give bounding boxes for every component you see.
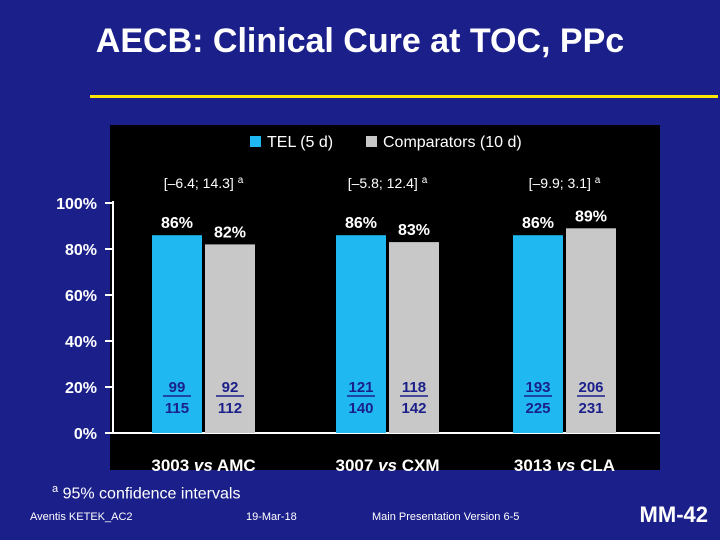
data-label-tel: 86% (161, 215, 193, 232)
confidence-interval-label: [–5.8; 12.4] a (348, 175, 428, 191)
category-label-vs: vs (556, 456, 575, 475)
category-label: 3003 vs AMC (151, 456, 255, 475)
bar-comparators (566, 228, 616, 433)
category-label-vs: vs (194, 456, 213, 475)
y-tick-label: 80% (65, 242, 97, 259)
y-tick-label: 20% (65, 380, 97, 397)
footer-center: Main Presentation Version 6-5 (372, 511, 520, 523)
data-label-comparators: 82% (214, 224, 246, 241)
bar-tel (513, 235, 563, 433)
legend-swatch-comparators (366, 136, 377, 147)
category-label-comparator: CLA (575, 456, 615, 475)
count-numerator-comparators: 206 (578, 379, 603, 396)
category-label-comparator: CXM (397, 456, 440, 475)
count-denominator-comparators: 231 (578, 400, 603, 417)
count-numerator-tel: 99 (169, 379, 186, 396)
legend-label-comparators: Comparators (10 d) (383, 134, 522, 151)
footnote-text: 95% confidence intervals (62, 485, 241, 503)
y-tick-label: 100% (56, 196, 97, 213)
bar-tel (336, 235, 386, 433)
y-tick-label: 60% (65, 288, 97, 305)
footnote-marker: a (52, 483, 59, 495)
bar-tel (152, 235, 202, 433)
bar-comparators (205, 244, 255, 433)
footnote: a 95% confidence intervals (52, 483, 240, 503)
bar-comparators (389, 242, 439, 433)
footer-left: Aventis KETEK_AC2 (30, 511, 133, 523)
category-label-study: 3013 (514, 456, 557, 475)
confidence-interval-value: [–9.9; 3.1] (529, 175, 595, 191)
data-label-tel: 86% (522, 215, 554, 232)
category-label: 3007 vs CXM (336, 456, 440, 475)
count-denominator-tel: 115 (165, 400, 189, 417)
data-label-comparators: 89% (575, 208, 607, 225)
category-label-study: 3003 (151, 456, 194, 475)
legend-swatch-tel (250, 136, 261, 147)
slide-title: AECB: Clinical Cure at TOC, PPc (95, 22, 625, 60)
legend-label-tel: TEL (5 d) (267, 134, 333, 151)
confidence-interval-marker: a (422, 175, 428, 186)
title-rule (90, 95, 718, 98)
confidence-interval-value: [–6.4; 14.3] (164, 175, 238, 191)
count-denominator-tel: 225 (525, 400, 550, 417)
confidence-interval-marker: a (595, 175, 601, 186)
confidence-interval-value: [–5.8; 12.4] (348, 175, 422, 191)
category-label-study: 3007 (336, 456, 379, 475)
count-denominator-tel: 140 (348, 400, 373, 417)
data-label-comparators: 83% (398, 222, 430, 239)
y-tick-label: 0% (74, 426, 97, 443)
count-numerator-comparators: 92 (222, 379, 239, 396)
count-denominator-comparators: 142 (401, 400, 426, 417)
count-denominator-comparators: 112 (218, 400, 242, 417)
data-label-tel: 86% (345, 215, 377, 232)
count-numerator-comparators: 118 (402, 379, 426, 396)
count-numerator-tel: 121 (348, 379, 373, 396)
count-numerator-tel: 193 (525, 379, 550, 396)
confidence-interval-label: [–9.9; 3.1] a (529, 175, 601, 191)
category-label-vs: vs (378, 456, 397, 475)
category-label-comparator: AMC (213, 456, 256, 475)
confidence-interval-label: [–6.4; 14.3] a (164, 175, 244, 191)
y-tick-label: 40% (65, 334, 97, 351)
confidence-interval-marker: a (238, 175, 244, 186)
footer-date: 19-Mar-18 (246, 511, 297, 523)
slide-number: MM-42 (639, 502, 708, 527)
category-label: 3013 vs CLA (514, 456, 615, 475)
